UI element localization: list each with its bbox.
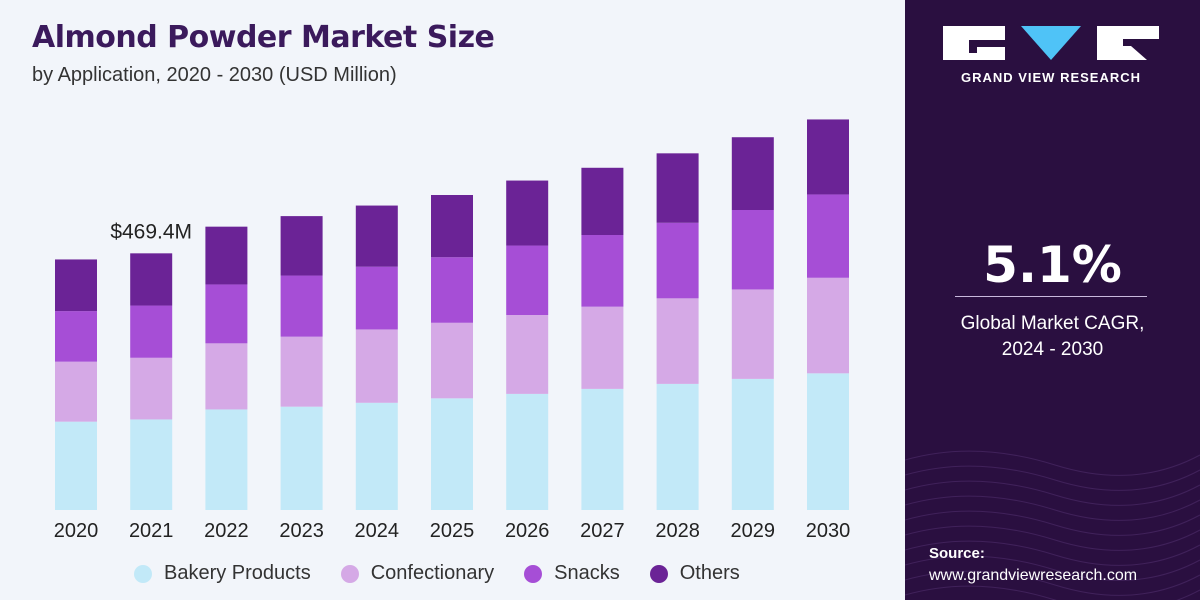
cagr-label: Global Market CAGR, 2024 - 2030 (905, 311, 1200, 363)
bar-bakery-2029 (731, 378, 774, 510)
bar-confectionary-2029 (731, 289, 774, 379)
bar-bakery-2028 (656, 383, 699, 510)
bar-others-2030 (807, 119, 849, 195)
x-tick-label: 2023 (279, 520, 324, 542)
bar-bakery-2020 (55, 421, 97, 510)
bar-bakery-2023 (280, 406, 323, 510)
bar-confectionary-2028 (656, 298, 699, 384)
bar-bakery-2024 (355, 402, 398, 510)
x-tick-label: 2026 (505, 520, 550, 542)
source-label: Source: (929, 545, 985, 562)
cagr-label-line1: Global Market CAGR, (960, 313, 1145, 334)
bar-snacks-2028 (656, 222, 699, 299)
bar-others-2022 (205, 226, 248, 285)
bar-bakery-2027 (581, 388, 624, 510)
legend-item-bakery: Bakery Products (134, 562, 311, 585)
bar-others-2026 (506, 180, 549, 246)
bar-confectionary-2020 (55, 361, 97, 422)
bar-others-2028 (656, 153, 699, 223)
bar-snacks-2025 (431, 257, 473, 323)
legend-label: Confectionary (370, 562, 495, 584)
bar-others-2020 (55, 259, 97, 312)
data-label-annotation: $469.4M (110, 220, 192, 243)
chart-legend: Bakery Products Confectionary Snacks Others (134, 562, 770, 585)
bar-confectionary-2027 (581, 306, 624, 389)
x-tick-label: 2027 (580, 520, 625, 542)
bar-snacks-2020 (55, 311, 97, 362)
bar-bakery-2025 (431, 398, 473, 510)
bar-confectionary-2025 (431, 322, 473, 399)
bar-others-2025 (431, 195, 473, 258)
cagr-label-line2: 2024 - 2030 (1001, 339, 1104, 360)
brand-logo: GRAND VIEW RESEARCH (941, 20, 1161, 90)
bar-snacks-2024 (355, 266, 398, 330)
bar-confectionary-2024 (355, 329, 398, 403)
bar-bakery-2022 (205, 409, 248, 510)
brand-panel: GRAND VIEW RESEARCH 5.1% Global Market C… (905, 0, 1200, 600)
legend-item-snacks: Snacks (524, 562, 620, 585)
bar-others-2027 (581, 167, 624, 235)
bar-confectionary-2023 (280, 336, 323, 407)
legend-label: Bakery Products (164, 562, 311, 584)
bar-confectionary-2022 (205, 343, 248, 410)
bar-snacks-2021 (130, 305, 173, 358)
bar-snacks-2026 (506, 245, 549, 315)
legend-label: Snacks (554, 562, 620, 584)
cagr-divider (955, 296, 1147, 297)
wave-pattern-decoration (905, 450, 1200, 600)
cagr-value: 5.1% (983, 236, 1122, 294)
bar-snacks-2029 (731, 210, 774, 290)
x-tick-label: 2028 (655, 520, 700, 542)
bar-snacks-2023 (280, 275, 323, 337)
chart-subtitle: by Application, 2020 - 2030 (USD Million… (32, 64, 397, 86)
legend-swatch (340, 564, 359, 583)
x-tick-label: 2024 (355, 520, 400, 542)
bar-others-2024 (355, 205, 398, 267)
bar-snacks-2022 (205, 284, 248, 344)
legend-label: Others (679, 562, 740, 584)
legend-item-others: Others (649, 562, 740, 585)
x-tick-label: 2020 (54, 520, 99, 542)
brand-name: GRAND VIEW RESEARCH (960, 70, 1142, 85)
bar-snacks-2030 (807, 194, 849, 278)
legend-item-confectionary: Confectionary (340, 562, 495, 585)
stacked-bar-chart: 2020 2021 $469.4M 2022 2023 2024 2025 2026 2027 2… (54, 119, 851, 542)
chart-panel: Almond Powder Market Size by Application… (32, 20, 851, 585)
bar-others-2021 (130, 253, 173, 306)
x-tick-label: 2030 (806, 520, 851, 542)
bar-bakery-2030 (807, 373, 849, 510)
chart-title: Almond Powder Market Size (32, 20, 495, 55)
bar-snacks-2027 (581, 235, 624, 307)
x-tick-label: 2029 (731, 520, 776, 542)
bar-confectionary-2021 (130, 357, 173, 420)
gvr-logo-icon (943, 26, 1159, 60)
legend-swatch (134, 564, 152, 583)
x-tick-label: 2025 (430, 520, 475, 542)
legend-swatch (649, 564, 668, 583)
bar-bakery-2026 (506, 393, 549, 510)
bar-confectionary-2026 (506, 315, 549, 394)
x-tick-label: 2021 (129, 520, 174, 542)
bar-others-2023 (280, 216, 323, 276)
bar-others-2029 (731, 137, 774, 210)
legend-swatch (524, 564, 543, 583)
bar-bakery-2021 (130, 419, 173, 510)
source-link[interactable]: www.grandviewresearch.com (929, 567, 1138, 584)
bar-confectionary-2030 (807, 277, 849, 374)
x-tick-label: 2022 (204, 520, 249, 542)
